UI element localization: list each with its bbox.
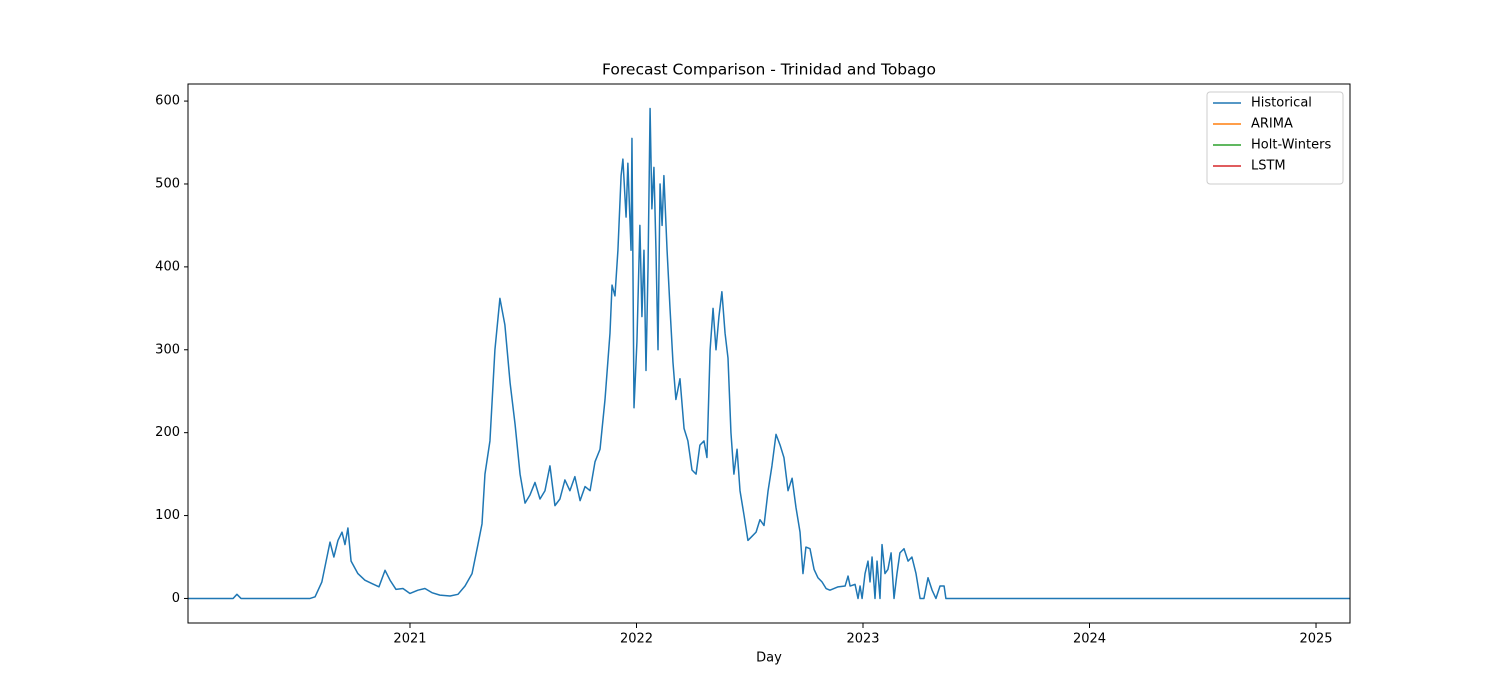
legend-label: Historical xyxy=(1251,96,1312,111)
legend-label: Holt-Winters xyxy=(1251,138,1331,153)
y-tick-label: 500 xyxy=(155,176,180,191)
x-tick-label: 2021 xyxy=(393,632,426,647)
line-series xyxy=(188,107,1350,600)
chart-title: Forecast Comparison - Trinidad and Tobag… xyxy=(602,61,936,79)
x-axis-label: Day xyxy=(756,651,782,666)
legend-box xyxy=(1206,91,1344,185)
x-tick-label: 2023 xyxy=(846,632,879,647)
x-tick-label: 2025 xyxy=(1299,632,1332,647)
y-tick-label: 200 xyxy=(155,425,180,440)
legend-label: LSTM xyxy=(1251,159,1286,174)
x-tick-label: 2022 xyxy=(620,632,653,647)
y-tick-label: 400 xyxy=(155,259,180,274)
x-tick-label: 2024 xyxy=(1073,632,1106,647)
plot-frame xyxy=(187,83,1351,624)
y-tick-label: 100 xyxy=(155,508,180,523)
y-tick-label: 600 xyxy=(155,94,180,109)
legend-label: ARIMA xyxy=(1251,117,1293,132)
y-tick-label: 0 xyxy=(172,591,180,606)
y-tick-label: 300 xyxy=(155,342,180,357)
